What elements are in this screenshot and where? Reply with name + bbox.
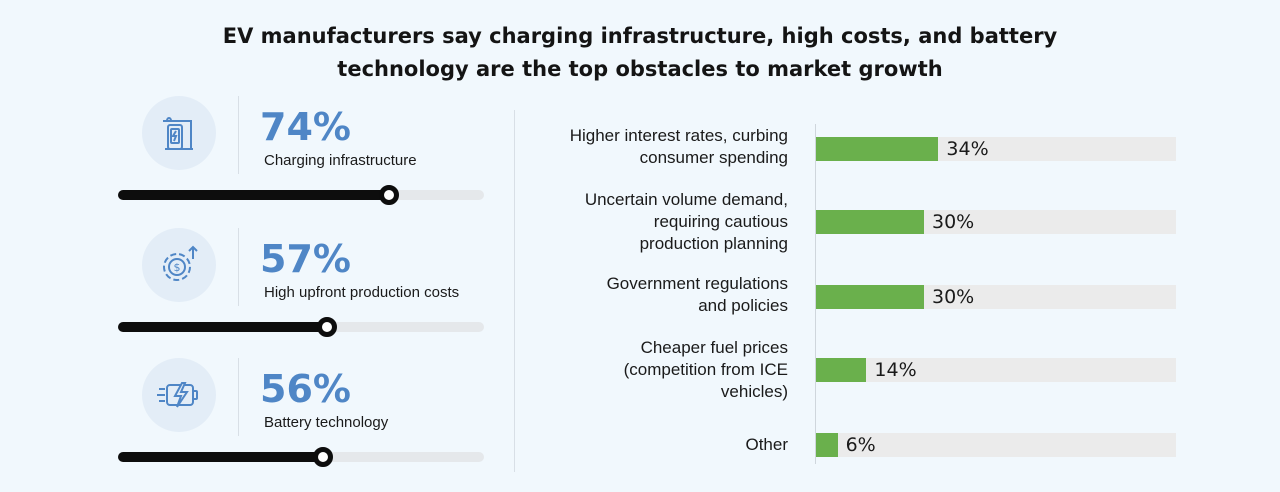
obstacle-label: Battery technology <box>264 414 389 431</box>
progress-fill <box>118 322 327 332</box>
bar <box>816 433 838 457</box>
chart-title-line-1: EV manufacturers say charging infrastruc… <box>222 24 1058 48</box>
obstacle-item: $ 57% High upfront production costs <box>118 228 484 340</box>
chart-title: EV manufacturers say charging infrastruc… <box>0 20 1280 86</box>
obstacle-percent: 57% <box>260 237 351 281</box>
progress-fill <box>118 452 323 462</box>
category-label: Government regulations and policies <box>606 274 788 315</box>
progress-track <box>118 447 484 467</box>
bar-value-label: 34% <box>946 138 989 160</box>
svg-text:$: $ <box>174 261 181 274</box>
bar <box>816 210 924 234</box>
category-label: Higher interest rates, curbing consumer s… <box>569 126 788 167</box>
bar-value-label: 30% <box>932 286 975 308</box>
bar <box>816 358 867 382</box>
bar-track <box>816 433 1176 457</box>
gear-dollar-icon: $ <box>142 228 216 302</box>
battery-bolt-icon <box>142 358 216 432</box>
chart-title-line-2: technology are the top obstacles to mark… <box>337 57 943 81</box>
bar <box>816 137 939 161</box>
progress-knob <box>378 185 399 205</box>
obstacle-label: Charging infrastructure <box>264 152 417 169</box>
item-separator <box>238 358 239 436</box>
chart-axis-line <box>815 124 816 464</box>
category-label: Other <box>745 435 788 454</box>
progress-fill <box>118 190 389 200</box>
progress-knob <box>316 317 337 337</box>
obstacle-item: 56% Battery technology <box>118 358 484 470</box>
bar-value-label: 14% <box>874 359 917 381</box>
item-separator <box>238 96 239 174</box>
progress-knob <box>312 447 333 467</box>
category-label: Cheaper fuel prices (competition from ICE… <box>623 338 788 401</box>
bar-value-label: 30% <box>932 211 975 233</box>
item-separator <box>238 228 239 306</box>
bar-value-label: 6% <box>845 434 876 456</box>
obstacle-percent: 56% <box>260 367 351 411</box>
category-label: Uncertain volume demand, requiring cautio… <box>584 190 788 253</box>
progress-track <box>118 185 484 205</box>
obstacle-percent: 74% <box>260 105 351 149</box>
obstacle-label: High upfront production costs <box>264 284 460 301</box>
obstacle-item: 74% Charging infrastructure <box>118 96 484 208</box>
bar <box>816 285 924 309</box>
charging-station-icon <box>142 96 216 170</box>
bar-track <box>816 358 1176 382</box>
panel-divider <box>514 110 515 472</box>
progress-track <box>118 317 484 337</box>
